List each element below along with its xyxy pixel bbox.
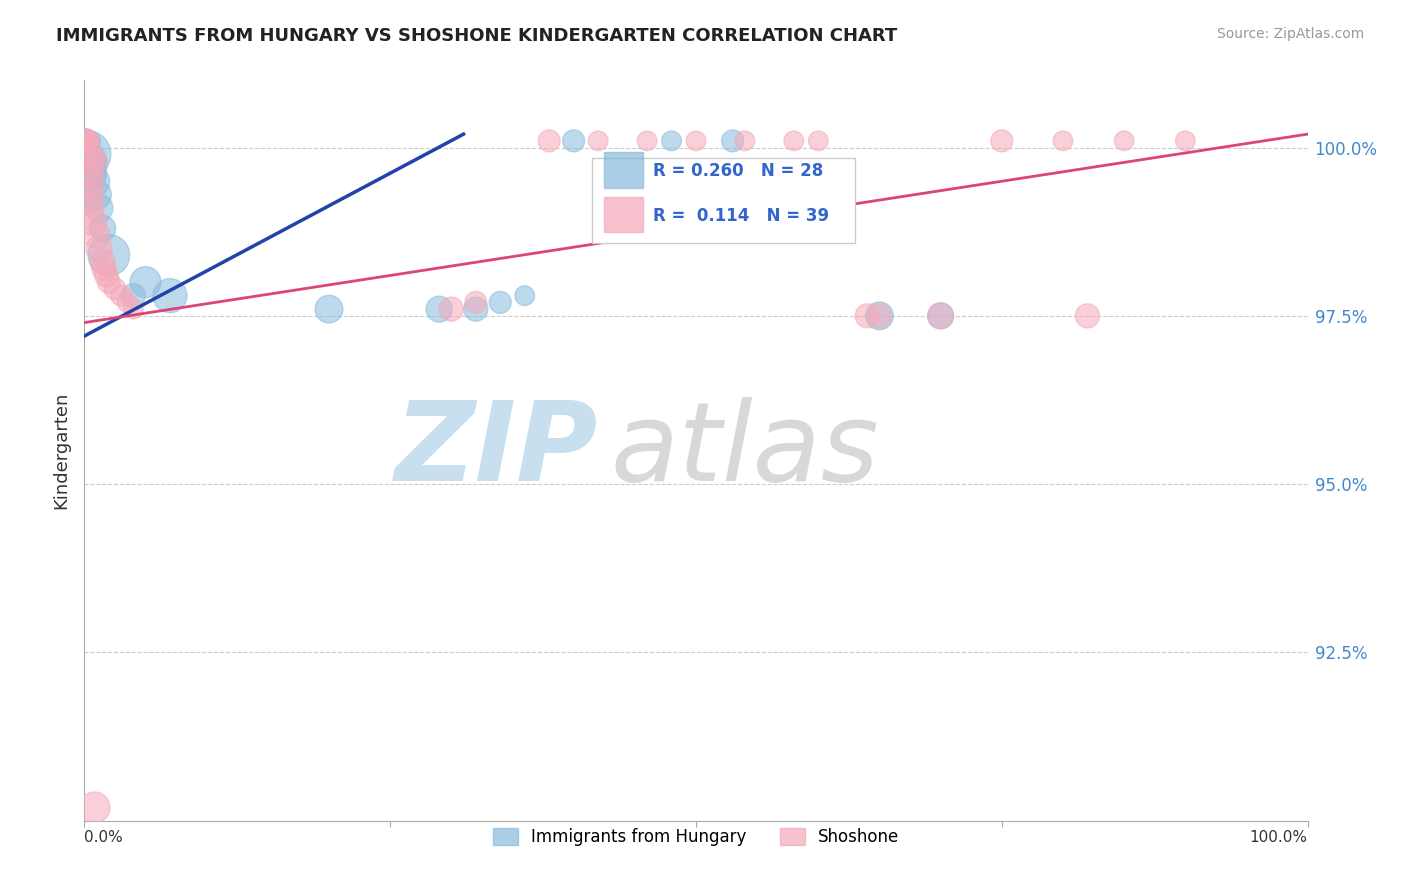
Point — [110, 288, 132, 302]
Point — [75, 134, 97, 148]
Point — [77, 201, 100, 215]
Point — [1076, 309, 1098, 323]
Point — [991, 134, 1014, 148]
Point — [76, 147, 98, 161]
Point — [83, 174, 105, 188]
Point — [318, 302, 340, 317]
Point — [721, 134, 744, 148]
Point — [77, 134, 100, 148]
Point — [807, 134, 830, 148]
Point — [80, 134, 103, 148]
Point — [538, 134, 561, 148]
Legend: Immigrants from Hungary, Shoshone: Immigrants from Hungary, Shoshone — [486, 822, 905, 853]
Point — [76, 174, 98, 188]
Point — [97, 248, 120, 262]
Text: Source: ZipAtlas.com: Source: ZipAtlas.com — [1216, 27, 1364, 41]
Text: ZIP: ZIP — [395, 397, 598, 504]
Point — [104, 282, 127, 296]
Point — [661, 134, 683, 148]
Point — [115, 295, 138, 310]
Point — [79, 134, 101, 148]
Text: 100.0%: 100.0% — [1250, 830, 1308, 845]
Text: IMMIGRANTS FROM HUNGARY VS SHOSHONE KINDERGARTEN CORRELATION CHART: IMMIGRANTS FROM HUNGARY VS SHOSHONE KIND… — [56, 27, 897, 45]
Text: R =  0.114   N = 39: R = 0.114 N = 39 — [654, 207, 830, 225]
Point — [87, 201, 110, 215]
Point — [685, 134, 707, 148]
Point — [75, 134, 97, 148]
Point — [586, 134, 609, 148]
Point — [1174, 134, 1197, 148]
Point — [440, 302, 463, 317]
Point — [562, 134, 585, 148]
Point — [83, 154, 105, 169]
Point — [76, 154, 98, 169]
Y-axis label: Kindergarten: Kindergarten — [52, 392, 70, 509]
Point — [83, 800, 105, 814]
Text: atlas: atlas — [610, 397, 879, 504]
Point — [76, 134, 98, 148]
Point — [869, 309, 891, 323]
Point — [122, 288, 145, 302]
Point — [77, 134, 100, 148]
FancyBboxPatch shape — [592, 158, 855, 244]
Text: 0.0%: 0.0% — [84, 830, 124, 845]
Point — [427, 302, 450, 317]
Point — [82, 214, 104, 228]
Point — [77, 187, 100, 202]
Point — [77, 134, 100, 148]
Point — [489, 295, 512, 310]
Point — [856, 309, 879, 323]
Point — [76, 134, 98, 148]
Point — [87, 242, 110, 256]
Point — [135, 275, 157, 289]
FancyBboxPatch shape — [605, 196, 644, 232]
Point — [464, 295, 486, 310]
Point — [636, 134, 658, 148]
Point — [96, 268, 118, 283]
Point — [734, 134, 756, 148]
Point — [77, 168, 100, 182]
Point — [79, 134, 101, 148]
Point — [75, 161, 97, 175]
Point — [869, 309, 891, 323]
Point — [91, 221, 114, 235]
Point — [1114, 134, 1136, 148]
FancyBboxPatch shape — [605, 153, 644, 187]
Point — [86, 228, 108, 243]
Point — [929, 309, 952, 323]
Point — [97, 275, 120, 289]
Point — [464, 302, 486, 317]
Point — [1052, 134, 1074, 148]
Point — [77, 161, 100, 175]
Point — [513, 288, 536, 302]
Point — [159, 288, 181, 302]
Point — [86, 187, 108, 202]
Point — [91, 255, 114, 269]
Point — [929, 309, 952, 323]
Point — [77, 147, 100, 161]
Point — [93, 261, 115, 276]
Text: R = 0.260   N = 28: R = 0.260 N = 28 — [654, 162, 824, 180]
Point — [122, 302, 145, 317]
Point — [783, 134, 806, 148]
Point — [77, 134, 100, 148]
